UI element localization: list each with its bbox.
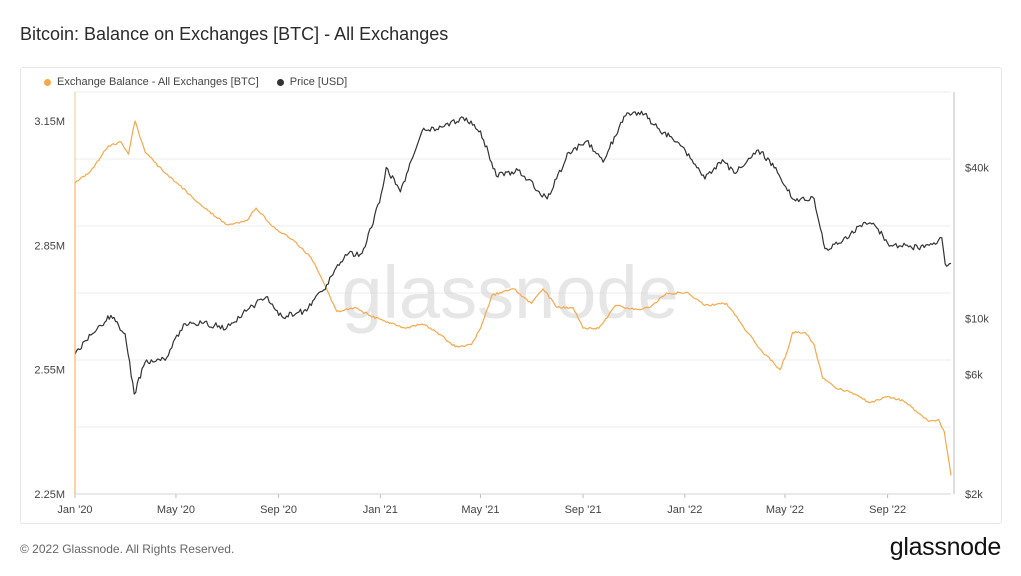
- legend-label-price: Price [USD]: [289, 76, 348, 88]
- chart-panel: [20, 67, 1002, 524]
- copyright-text: © 2022 Glassnode. All Rights Reserved.: [20, 542, 235, 556]
- x-tick-label: Sep '21: [565, 504, 602, 516]
- y-left-tick-label: 2.55M: [34, 365, 65, 377]
- x-tick-label: May '21: [461, 504, 499, 516]
- legend-item-price[interactable]: Price [USD]: [276, 76, 348, 88]
- x-tick-label: Jan '20: [57, 504, 92, 516]
- y-right-tick-label: $40k: [965, 163, 989, 175]
- x-tick-label: May '20: [157, 504, 195, 516]
- y-right-tick-label: $6k: [965, 369, 983, 381]
- watermark: glassnode: [341, 251, 678, 334]
- x-tick-label: Jan '21: [363, 504, 398, 516]
- x-tick-label: May '22: [766, 504, 804, 516]
- y-right-tick-label: $2k: [965, 489, 983, 501]
- tick-labels: 2.25M 2.55M 2.85M 3.15M $2k $6k $10k $40k Jan '2…: [34, 116, 989, 516]
- y-left-tick-label: 2.85M: [34, 240, 65, 252]
- x-tick-label: Sep '20: [260, 504, 297, 516]
- x-tick-label: Sep '22: [869, 504, 906, 516]
- y-right-tick-label: $10k: [965, 314, 989, 326]
- legend-item-balance[interactable]: Exchange Balance - All Exchanges [BTC]: [44, 76, 259, 88]
- page-title: Bitcoin: Balance on Exchanges [BTC] - Al…: [20, 24, 449, 44]
- legend-dot-price: [276, 78, 284, 86]
- legend-dot-balance: [44, 78, 51, 86]
- legend: Exchange Balance - All Exchanges [BTC] P…: [44, 76, 347, 88]
- y-left-tick-label: 2.25M: [34, 489, 65, 501]
- brand-logo: glassnode: [889, 533, 1002, 561]
- x-tick-label: Jan '22: [667, 504, 702, 516]
- series-line-price: [74, 110, 952, 395]
- legend-label-balance: Exchange Balance - All Exchanges [BTC]: [57, 76, 259, 88]
- y-left-tick-label: 3.15M: [34, 116, 65, 128]
- series-lines: [74, 110, 952, 494]
- series-line-exchange-balance: [74, 120, 952, 476]
